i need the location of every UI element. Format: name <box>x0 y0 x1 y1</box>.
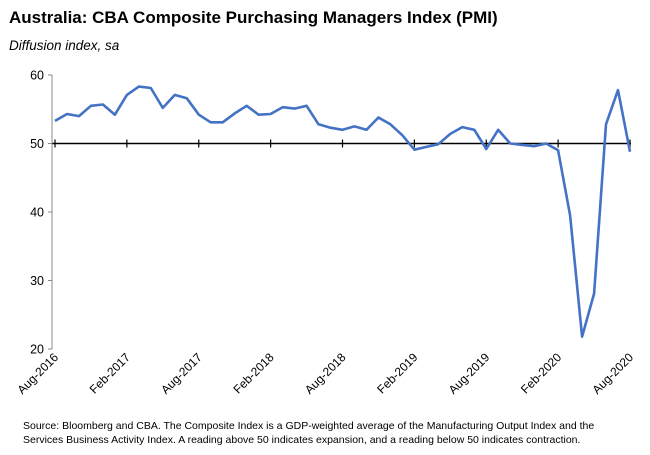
data-point <box>533 145 535 147</box>
data-point <box>126 94 128 96</box>
data-point <box>174 94 176 96</box>
x-tick-label: Feb-2018 <box>231 350 277 396</box>
x-tick-label: Aug-2019 <box>446 350 493 397</box>
data-point <box>521 144 523 146</box>
data-point <box>449 133 451 135</box>
pmi-series-line <box>54 85 632 339</box>
y-tick-label: 50 <box>30 137 44 151</box>
x-tick-label: Feb-2019 <box>374 350 420 396</box>
data-point <box>54 120 56 122</box>
source-note: Source: Bloomberg and CBA. The Composite… <box>23 419 638 447</box>
data-point <box>66 113 68 115</box>
data-point <box>162 107 164 109</box>
data-point <box>102 103 104 105</box>
data-point <box>222 121 224 123</box>
data-point <box>581 335 583 337</box>
data-point <box>437 143 439 145</box>
data-point <box>593 292 595 294</box>
y-tick-label: 30 <box>30 274 44 288</box>
data-point <box>245 105 247 107</box>
data-point <box>401 134 403 136</box>
data-point <box>186 97 188 99</box>
data-point <box>485 148 487 150</box>
y-tick-label: 20 <box>30 343 44 357</box>
data-point <box>281 106 283 108</box>
source-note-line-1: Source: Bloomberg and CBA. The Composite… <box>23 420 595 432</box>
data-point <box>473 129 475 131</box>
x-tick-label: Feb-2020 <box>518 350 564 396</box>
data-point <box>198 114 200 116</box>
data-point <box>509 142 511 144</box>
data-point <box>114 114 116 116</box>
data-point <box>341 129 343 131</box>
data-point <box>78 115 80 117</box>
data-point <box>461 126 463 128</box>
x-tick-label: Aug-2016 <box>14 350 61 397</box>
data-point <box>605 123 607 125</box>
data-point <box>210 121 212 123</box>
data-point <box>545 142 547 144</box>
x-tick-label: Aug-2017 <box>158 350 205 397</box>
data-point <box>569 214 571 216</box>
y-axis-unit-label: Diffusion index, sa <box>9 38 120 53</box>
data-point <box>557 149 559 151</box>
y-tick-label: 60 <box>30 69 44 83</box>
data-point <box>497 129 499 131</box>
data-point <box>150 87 152 89</box>
source-note-line-2: Services Business Activity Index. A read… <box>23 434 581 446</box>
data-point <box>377 116 379 118</box>
data-point <box>317 123 319 125</box>
data-point <box>365 129 367 131</box>
data-point <box>305 105 307 107</box>
data-point <box>329 127 331 129</box>
x-tick-label: Feb-2017 <box>87 350 133 396</box>
data-point <box>269 113 271 115</box>
data-point <box>617 89 619 91</box>
data-point <box>413 148 415 150</box>
x-tick-label: Aug-2018 <box>302 350 349 397</box>
data-point <box>233 112 235 114</box>
data-point <box>138 85 140 87</box>
data-point <box>353 125 355 127</box>
x-tick-label: Aug-2020 <box>589 350 636 397</box>
chart-title: Australia: CBA Composite Purchasing Mana… <box>9 8 498 27</box>
y-tick-label: 40 <box>30 206 44 220</box>
data-point <box>629 151 631 153</box>
data-point <box>389 123 391 125</box>
data-point <box>293 107 295 109</box>
data-point <box>90 105 92 107</box>
data-point <box>425 146 427 148</box>
data-point <box>257 114 259 116</box>
